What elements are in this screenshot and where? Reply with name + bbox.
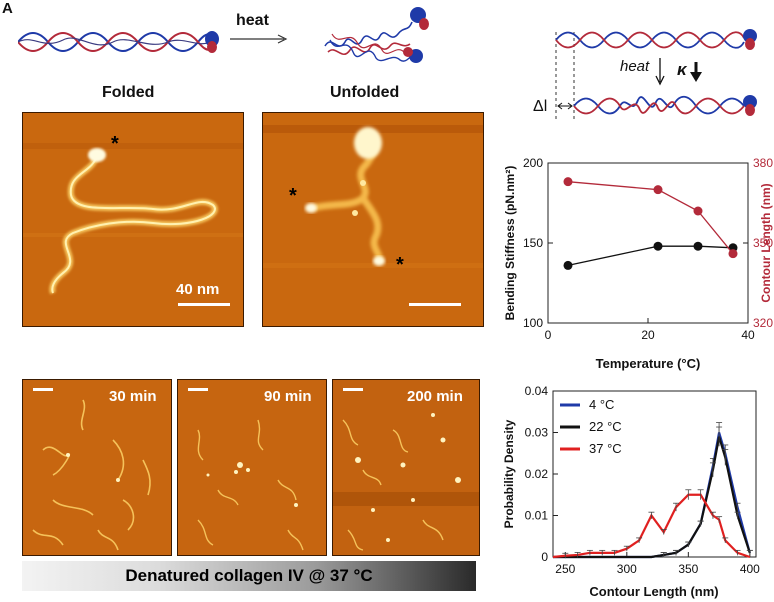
banner-text: Denatured collagen IV @ 37 °C — [125, 566, 373, 585]
stiffness-temperature-chart: 100 150 200 320 350 380 0 20 40 Bending Stiffn… — [503, 156, 773, 371]
data-point — [693, 241, 703, 251]
folded-label: Folded — [102, 84, 155, 101]
y-tick-label-left: 200 — [523, 156, 543, 170]
data-point — [653, 241, 663, 251]
y-tick-label: 0.01 — [525, 509, 549, 523]
data-point — [653, 185, 663, 195]
plot-frame — [547, 162, 749, 324]
series-line — [553, 432, 751, 559]
y-tick-label-right: 350 — [753, 236, 773, 250]
asterisk-marker: * — [396, 254, 404, 276]
scale-bar — [409, 303, 461, 306]
y-axis-label-left: Bending Stiffness (pN.nm²) — [503, 166, 517, 321]
folded-helix-schematic — [18, 31, 219, 53]
denatured-banner: Denatured collagen IV @ 37 °C — [22, 561, 476, 591]
unfolded-label: Unfolded — [330, 84, 400, 101]
y-axis-label-right: Contour Length (nm) — [759, 183, 773, 302]
series-line — [553, 436, 751, 559]
heat-label: heat — [236, 12, 269, 29]
time-label-90: 90 min — [264, 388, 312, 405]
y-tick-label-left: 100 — [523, 316, 543, 330]
scale-label: 40 nm — [176, 281, 220, 298]
y-tick-label: 0 — [541, 550, 548, 564]
data-point — [563, 177, 573, 187]
y-axis-label: Probability Density — [502, 419, 516, 528]
legend-label: 4 °C — [589, 397, 614, 412]
y-tick-label: 0.03 — [525, 426, 549, 440]
x-tick-label: 40 — [741, 328, 755, 342]
legend-label: 37 °C — [589, 441, 622, 456]
x-axis-label: Temperature (°C) — [596, 356, 701, 371]
x-axis-label: Contour Length (nm) — [589, 584, 718, 599]
legend-label: 22 °C — [589, 419, 622, 434]
x-tick-label: 350 — [678, 562, 698, 576]
x-tick-label: 0 — [545, 328, 552, 342]
collagen-stiffness-schematic — [555, 29, 757, 122]
plot-frame — [552, 390, 757, 558]
afm-90min-image: 90 min — [177, 379, 327, 556]
afm-30min-image: 30 min — [22, 379, 172, 556]
series-line — [567, 181, 734, 255]
delta-length-label: Δl — [533, 98, 548, 115]
y-tick-label: 0.02 — [525, 467, 549, 481]
asterisk-marker: * — [289, 185, 297, 207]
probability-density-chart: 0 0.01 0.02 0.03 0.04 250 300 350 400 4 °C 22 °C… — [502, 384, 760, 599]
unfolded-chains-schematic — [324, 7, 429, 63]
x-tick-label: 300 — [617, 562, 637, 576]
heat-label-c: heat — [620, 58, 650, 75]
x-tick-label: 400 — [740, 562, 760, 576]
series-line — [567, 245, 734, 267]
x-tick-label: 20 — [641, 328, 655, 342]
afm-unfolded-image: * * — [262, 112, 484, 327]
series-line — [552, 493, 751, 559]
y-tick-label-left: 150 — [523, 236, 543, 250]
afm-folded-image: * 40 nm — [22, 112, 244, 327]
scale-bar — [188, 388, 208, 391]
heat-arrow-icon — [230, 34, 288, 44]
x-tick-label: 250 — [555, 562, 575, 576]
asterisk-marker: * — [111, 133, 119, 155]
data-point — [728, 249, 738, 259]
scale-bar — [343, 388, 363, 391]
y-tick-label-right: 380 — [753, 156, 773, 170]
y-tick-label: 0.04 — [525, 384, 549, 398]
data-point — [693, 206, 703, 216]
afm-200min-image: 200 min — [332, 379, 480, 556]
scale-bar — [33, 388, 53, 391]
kappa-label: κ — [677, 60, 687, 79]
panel-letter-a: A — [2, 0, 13, 17]
scale-bar — [178, 303, 230, 306]
time-label-200: 200 min — [407, 388, 463, 405]
y-tick-label-right: 320 — [753, 316, 773, 330]
data-point — [563, 260, 573, 270]
time-label-30: 30 min — [109, 388, 157, 405]
